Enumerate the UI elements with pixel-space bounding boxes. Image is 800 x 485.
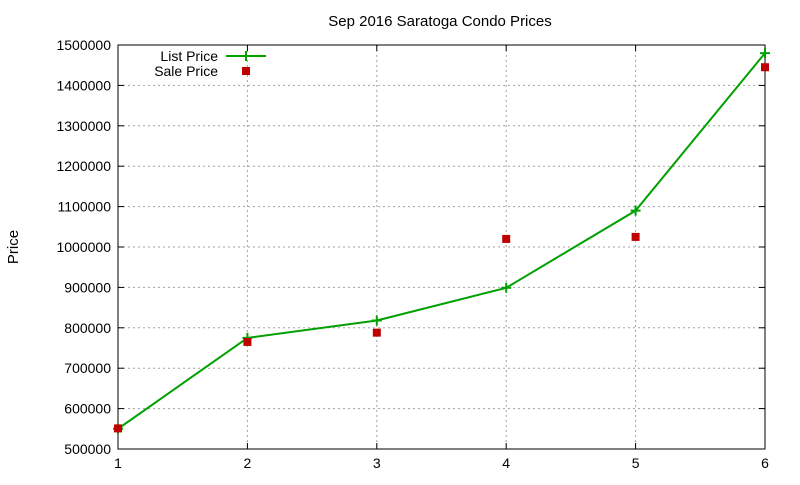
sale-price-point [114,424,122,433]
y-tick-label: 1500000 [56,37,111,53]
y-tick-label: 600000 [64,401,111,417]
y-tick-label: 1300000 [56,118,111,134]
x-tick-label: 6 [761,455,769,471]
x-tick-label: 5 [632,455,640,471]
y-tick-label: 500000 [64,441,111,457]
x-tick-label: 3 [373,455,381,471]
list-price-point [371,315,382,326]
list-price-point [630,205,641,216]
legend: List Price Sale Price [154,48,266,79]
y-tick-label: 800000 [64,320,111,336]
list-price-point [760,48,770,59]
legend-marker-list-price [241,51,251,61]
axis-ticks: 500000 600000 700000 800000 900000 1000000 110… [56,37,769,471]
chart-title: Sep 2016 Saratoga Condo Prices [328,13,551,30]
sale-price-point [243,337,252,346]
y-axis-label: Price [5,230,22,264]
legend-marker-sale-price [242,67,250,75]
y-tick-label: 1000000 [56,239,111,255]
y-tick-label: 1200000 [56,158,111,174]
x-tick-label: 1 [114,455,122,471]
x-tick-label: 4 [502,455,510,471]
grid-lines [118,45,765,449]
y-tick-label: 1100000 [58,199,112,215]
sale-price-point [631,232,640,241]
list-price-line [117,52,766,430]
y-tick-label: 700000 [64,360,111,376]
sale-price-point [372,328,381,337]
y-tick-label: 1400000 [56,77,111,93]
y-tick-label: 900000 [64,279,111,295]
sale-price-point [502,234,511,243]
legend-label-sale-price: Sale Price [154,63,218,79]
x-tick-label: 2 [244,455,252,471]
list-price-point [501,282,512,293]
sale-price-point [761,63,769,72]
data-series [113,48,770,434]
legend-label-list-price: List Price [160,48,218,64]
